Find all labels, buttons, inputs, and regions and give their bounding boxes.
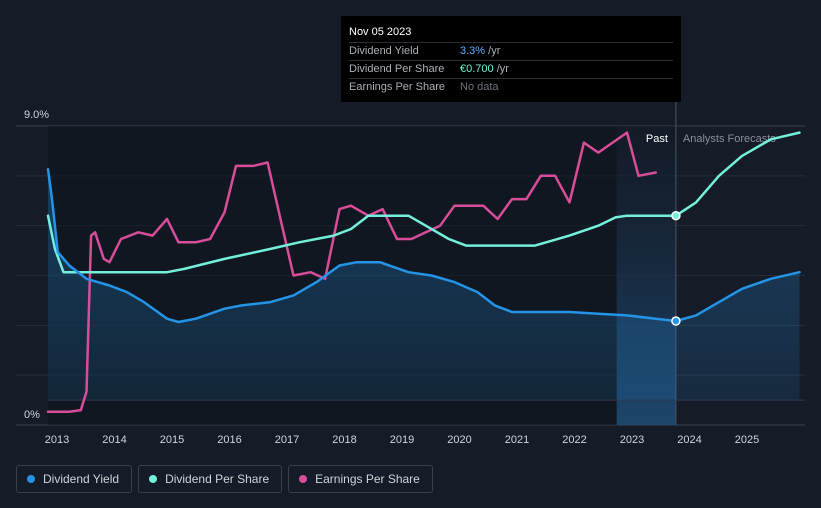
hover-marker: [671, 210, 681, 221]
tooltip-row-dividend-yield: Dividend Yield 3.3% /yr: [349, 42, 673, 60]
tooltip-label: Dividend Yield: [349, 45, 419, 57]
x-tick-label: 2018: [332, 434, 356, 446]
legend-label: Dividend Per Share: [165, 472, 270, 486]
x-tick-label: 2017: [275, 434, 299, 446]
hover-marker: [671, 316, 681, 326]
x-tick-label: 2020: [447, 434, 471, 446]
x-tick-label: 2015: [160, 434, 184, 446]
tooltip-row-earnings-per-share: Earnings Per Share No data: [349, 78, 673, 96]
legend-label: Dividend Yield: [43, 472, 120, 486]
x-tick-label: 2024: [677, 434, 701, 446]
tooltip-value: €0.700 /yr: [460, 63, 509, 75]
tooltip-label: Dividend Per Share: [349, 63, 445, 75]
x-tick-label: 2023: [620, 434, 644, 446]
x-tick-label: 2025: [735, 434, 759, 446]
tooltip-value: No data: [460, 81, 499, 93]
x-tick-label: 2019: [390, 434, 414, 446]
tooltip-value: 3.3% /yr: [460, 45, 501, 57]
x-tick-label: 2021: [505, 434, 529, 446]
x-tick-label: 2014: [102, 434, 126, 446]
legend-item-dividend-per-share[interactable]: Dividend Per Share: [138, 465, 283, 493]
dividend-yield-area: [48, 169, 800, 401]
forecast-label: Analysts Forecasts: [683, 133, 776, 145]
legend-item-earnings-per-share[interactable]: Earnings Per Share: [288, 465, 433, 493]
tooltip-date: Nov 05 2023: [349, 26, 412, 38]
chart-tooltip: Nov 05 2023 Dividend Yield 3.3% /yr Divi…: [341, 16, 681, 102]
x-tick-label: 2013: [45, 434, 69, 446]
dividend-yield-line: [46, 167, 801, 324]
y-tick-label: 9.0%: [24, 109, 49, 121]
x-tick-label: 2016: [217, 434, 241, 446]
past-label: Past: [646, 133, 668, 145]
earnings-per-share-line: [46, 131, 658, 413]
x-tick-label: 2022: [562, 434, 586, 446]
legend-swatch: [149, 475, 158, 483]
legend-item-dividend-yield[interactable]: Dividend Yield: [16, 465, 133, 493]
legend-swatch: [299, 475, 308, 483]
tooltip-label: Earnings Per Share: [349, 81, 445, 93]
legend-swatch: [27, 475, 35, 483]
y-tick-label: 0%: [24, 409, 40, 421]
chart-legend: Dividend Yield Dividend Per Share Earnin…: [16, 465, 433, 493]
dividend-per-share-line: [46, 131, 801, 274]
legend-label: Earnings Per Share: [315, 472, 420, 486]
tooltip-row-dividend-per-share: Dividend Per Share €0.700 /yr: [349, 60, 673, 78]
